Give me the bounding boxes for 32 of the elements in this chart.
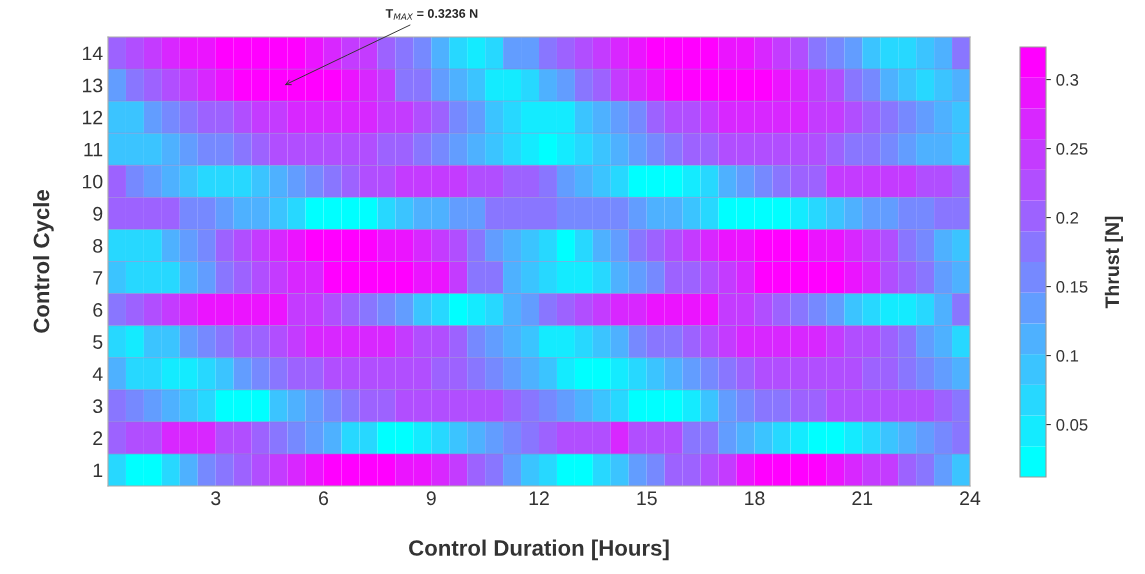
color-bar-label: 0.25 [1056,142,1088,155]
y-tick-label: 3 [93,399,103,414]
y-tick-label: 7 [93,271,103,285]
x-tick-label: 21 [852,491,873,505]
y-tick-label: 11 [84,142,103,157]
y-tick-label: 2 [93,431,103,445]
y-tick-label: 4 [92,367,103,381]
x-tick-label: 18 [745,491,765,506]
color-bar-label: 0.1 [1056,349,1079,362]
y-tick-label: 10 [83,174,103,189]
color-bar-label: 0.15 [1056,280,1088,293]
y-tick-label: 13 [83,78,103,93]
x-tick-label: 15 [637,491,657,506]
text: T$_{MAX}$ = 0.3236 N [385,9,478,20]
x-tick-label: 9 [426,491,436,506]
color-bar-title: Thrust [N] [1104,216,1123,309]
y-tick-label: 9 [93,206,103,221]
y-tick-label: 1 [93,463,103,478]
color-bar-label: 0.3 [1056,73,1079,86]
y-tick-label: 14 [83,46,103,61]
y-tick-label: 6 [93,303,103,317]
y-tick-label: 8 [93,238,103,253]
x-tick-label: 24 [960,491,981,505]
x-tick-label: 12 [529,491,549,505]
x-axis-title: Control Duration [Hours] [409,539,669,561]
x-tick-label: 3 [211,491,221,506]
x-tick-label: 6 [319,491,329,506]
y-tick-label: 12 [83,110,103,125]
color-bar-label: 0.2 [1056,211,1079,224]
color-bar-label: 0.05 [1056,418,1088,431]
y-axis-title: Control Cycle [33,190,54,333]
y-tick-label: 5 [93,335,103,349]
